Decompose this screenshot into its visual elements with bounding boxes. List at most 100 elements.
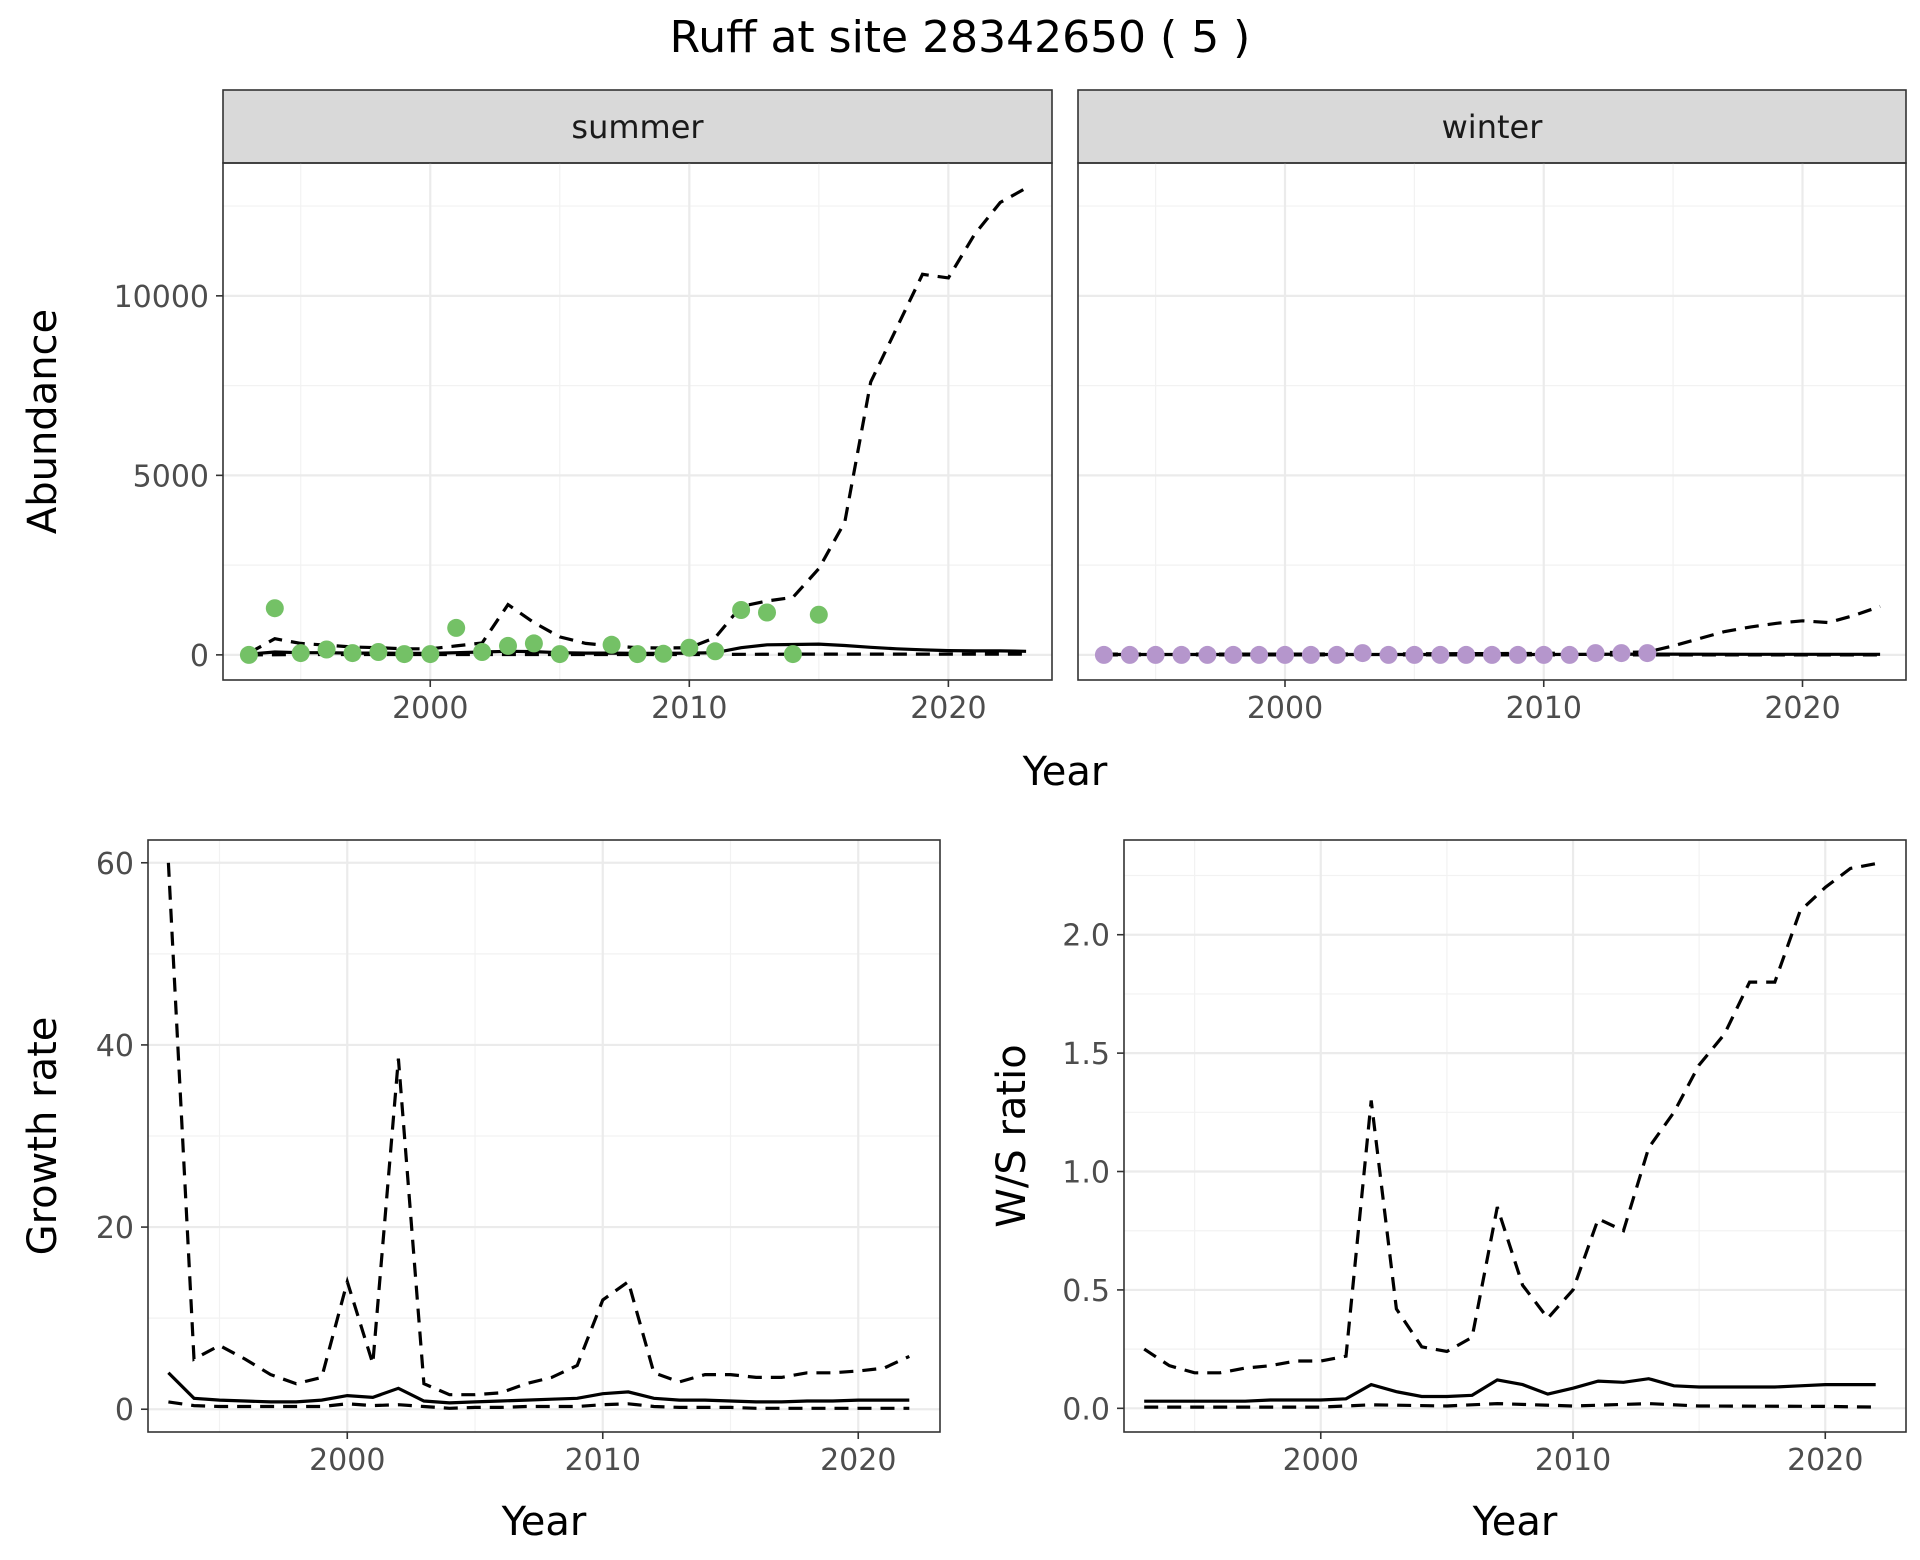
- y-tick-label: 60: [96, 847, 134, 882]
- y-tick-label: 0: [115, 1393, 134, 1428]
- x-tick-label: 2020: [1764, 691, 1840, 726]
- x-tick-label: 2020: [910, 691, 986, 726]
- data-point: [1560, 645, 1579, 664]
- data-point: [758, 603, 776, 622]
- data-point: [1172, 645, 1191, 664]
- x-tick-label: 2020: [1787, 1443, 1863, 1478]
- x-tick-label: 2000: [1247, 691, 1323, 726]
- data-point: [1431, 645, 1450, 664]
- x-tick-label: 2010: [651, 691, 727, 726]
- x-tick-label: 2010: [1506, 691, 1582, 726]
- data-layer: [239, 186, 1027, 664]
- data-point: [369, 643, 388, 661]
- data-point: [395, 645, 414, 664]
- series-line-bound-2: [168, 1400, 910, 1410]
- growth-rate-chart: 2000 2010 2020 0 20 40 60 Growth rate Year: [20, 839, 941, 1545]
- data-point: [809, 605, 828, 624]
- facet-strip-label: summer: [571, 108, 704, 146]
- data-point: [1146, 645, 1165, 664]
- data-layer: [1094, 604, 1881, 664]
- x-tick-label: 2020: [820, 1443, 896, 1478]
- y-axis-title: Growth rate: [20, 1017, 66, 1256]
- data-point: [1301, 645, 1320, 664]
- abundance-chart: summer 2000 2010 2020 0 5000 10000 winter 2000 20…: [20, 89, 1907, 795]
- data-point: [343, 644, 362, 663]
- y-tick-label: 0.5: [1062, 1274, 1110, 1309]
- series-line-bound-1: [166, 862, 910, 1397]
- data-point: [239, 645, 258, 664]
- data-layer: [166, 862, 910, 1410]
- data-point: [706, 642, 725, 661]
- x-tick-label: 2000: [1283, 1443, 1359, 1478]
- panel-border: [222, 162, 1053, 681]
- data-point: [499, 636, 517, 655]
- data-point: [1379, 645, 1398, 664]
- facet-panel-winter: winter 2000 2010 2020: [1077, 89, 1907, 726]
- data-point: [1612, 644, 1631, 663]
- y-tick-label: 0: [190, 639, 209, 674]
- data-point: [680, 638, 699, 657]
- panel-border: [147, 839, 941, 1433]
- data-point: [1353, 644, 1372, 663]
- data-point: [602, 635, 621, 654]
- panel-border: [1123, 839, 1907, 1433]
- y-tick-label: 20: [96, 1211, 134, 1246]
- data-point: [473, 643, 492, 661]
- data-point: [1120, 645, 1139, 664]
- data-point: [628, 645, 647, 664]
- data-point: [1224, 645, 1243, 664]
- y-tick-label: 40: [96, 1029, 134, 1064]
- x-tick-label: 2010: [1535, 1443, 1611, 1478]
- data-point: [783, 645, 802, 664]
- data-point: [654, 644, 673, 663]
- data-point: [421, 645, 440, 664]
- x-tick-label: 2010: [565, 1443, 641, 1478]
- ws-ratio-chart: 2000 2010 2020 0.0 0.5 1.0 1.5 2.0 W/S ratio Year: [989, 839, 1907, 1545]
- y-axis-title: Abundance: [20, 309, 66, 534]
- x-tick-label: 2000: [392, 691, 468, 726]
- data-point: [291, 644, 310, 663]
- data-point: [550, 645, 569, 664]
- series-line-bound-2: [1144, 1401, 1876, 1409]
- data-point: [1638, 644, 1657, 663]
- x-axis-title: Year: [1022, 749, 1108, 795]
- data-point: [1327, 645, 1346, 664]
- data-point: [1405, 645, 1424, 664]
- data-point: [1094, 645, 1113, 664]
- data-point: [447, 618, 466, 637]
- data-point: [1534, 645, 1553, 664]
- data-point: [1250, 645, 1269, 664]
- data-point: [317, 640, 336, 659]
- data-layer: [1143, 862, 1876, 1409]
- facet-strip-label: winter: [1442, 108, 1544, 146]
- facet-strip: [222, 89, 1053, 164]
- facet-strip: [1077, 89, 1907, 164]
- y-tick-label: 10000: [114, 280, 209, 315]
- data-point: [1198, 645, 1217, 664]
- data-point: [1276, 645, 1294, 664]
- series-line-mean: [167, 1371, 910, 1405]
- facet-panel-summer: summer 2000 2010 2020 0 5000 10000: [114, 89, 1053, 726]
- y-tick-label: 0.0: [1062, 1392, 1110, 1427]
- y-tick-label: 2.0: [1062, 919, 1110, 954]
- series-line-bound-1: [1143, 862, 1876, 1375]
- x-tick-label: 2000: [309, 1443, 385, 1478]
- data-point: [1457, 645, 1476, 664]
- data-point: [1586, 644, 1605, 663]
- panel-border: [1077, 162, 1907, 681]
- x-axis-title: Year: [1472, 1499, 1558, 1545]
- series-line-mean: [1144, 1377, 1876, 1403]
- data-point: [1508, 645, 1527, 664]
- data-point: [732, 601, 751, 619]
- y-tick-label: 1.0: [1062, 1156, 1110, 1191]
- y-tick-label: 5000: [133, 459, 209, 494]
- y-axis-title: W/S ratio: [989, 1044, 1035, 1227]
- data-point: [524, 634, 543, 653]
- y-tick-label: 1.5: [1062, 1037, 1110, 1072]
- chart-title: Ruff at site 28342650 ( 5 ): [670, 12, 1251, 63]
- data-point: [1483, 645, 1501, 664]
- x-axis-title: Year: [501, 1499, 587, 1545]
- data-point: [265, 599, 284, 618]
